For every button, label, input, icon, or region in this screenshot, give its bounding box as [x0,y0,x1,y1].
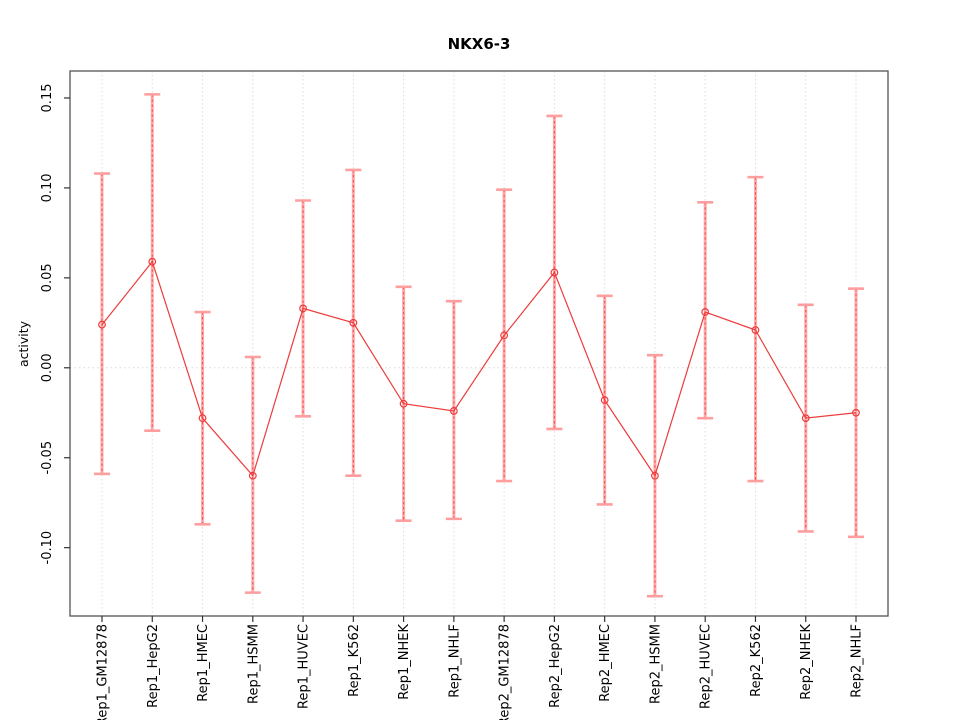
data-point-marker [651,471,659,480]
x-tick-label: Rep1_NHLF [447,624,462,698]
x-tick-label: Rep1_NHEK [397,624,412,700]
x-tick-label: Rep1_K562 [347,624,362,697]
x-tick-label: Rep1_HUVEC [297,624,312,709]
y-tick-label: 0.15 [40,84,55,113]
data-point-marker [701,308,710,316]
x-tick-label: Rep2_NHLF [850,624,865,698]
series-line [101,260,857,478]
x-tick-label: Rep1_HepG2 [146,624,161,708]
data-point-marker [98,320,106,329]
x-tick-label: Rep2_K562 [749,624,764,697]
x-tick-label: Rep2_HUVEC [699,624,714,709]
data-point-marker [349,318,358,327]
data-point-marker [751,326,760,334]
data-point-marker [198,414,207,423]
y-tick-label: 0.00 [40,353,55,382]
data-point-marker [550,268,559,277]
x-tick-label: Rep1_GM12878 [96,624,111,720]
x-tick-label: Rep1_HSMM [246,624,261,704]
x-tick-label: Rep2_GM12878 [498,624,513,720]
data-point-marker [399,399,408,408]
x-tick-label: Rep2_HepG2 [548,624,563,708]
x-tick-label: Rep1_HMEC [196,624,211,702]
data-point-marker [600,396,609,405]
y-axis-title: activity [16,320,31,367]
y-tick-label: -0.10 [40,531,55,565]
x-tick-label: Rep2_HSMM [648,624,663,704]
y-tick-label: 0.05 [40,263,55,292]
plot-box [69,70,889,617]
x-tick-label: Rep2_HMEC [598,624,613,702]
chart-title: NKX6-3 [448,35,511,53]
data-point-marker [148,257,157,266]
x-tick-label: Rep2_NHEK [799,624,814,700]
data-point-marker [852,408,860,417]
data-point-marker [801,414,810,423]
data-point-marker [299,304,307,313]
data-point-marker [500,331,509,340]
data-point-marker [248,471,257,480]
y-tick-label: 0.10 [40,173,55,202]
y-tick-label: -0.05 [40,441,55,475]
plot-area: 0.15 0.10 0.05 0.00 -0.05 -0.10 Rep1_GM12878 Re… [40,70,889,720]
data-point-marker [449,407,458,415]
